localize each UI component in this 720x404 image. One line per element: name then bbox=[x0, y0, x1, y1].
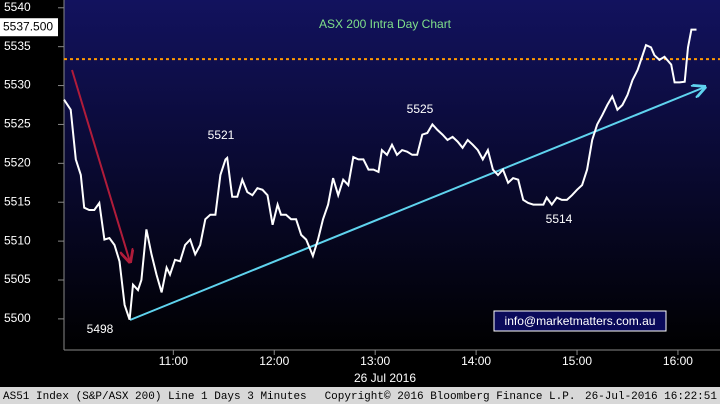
annotation: 5498 bbox=[87, 322, 114, 336]
watermark: info@marketmatters.com.au bbox=[505, 314, 656, 328]
y-tick-label: 5540 bbox=[4, 0, 31, 14]
watermark-box bbox=[493, 310, 667, 332]
arrow bbox=[71, 69, 130, 262]
chart-title: ASX 200 Intra Day Chart bbox=[319, 17, 452, 31]
y-tick-label: 5530 bbox=[4, 78, 31, 92]
footer-bar bbox=[0, 387, 720, 404]
x-tick-label: 15:00 bbox=[562, 354, 592, 368]
trend-arrow bbox=[129, 87, 705, 321]
annotation: 5521 bbox=[208, 128, 235, 142]
y-tick-label: 5515 bbox=[4, 194, 31, 208]
x-tick-label: 13:00 bbox=[360, 354, 390, 368]
y-tick-label: 5525 bbox=[4, 117, 31, 131]
x-tick-label: 12:00 bbox=[259, 354, 289, 368]
y-tick-label: 5500 bbox=[4, 311, 31, 325]
y-tick-label: 5510 bbox=[4, 233, 31, 247]
y-tick-label: 5505 bbox=[4, 272, 31, 286]
x-tick-label: 14:00 bbox=[461, 354, 491, 368]
annotation: 5525 bbox=[407, 102, 434, 116]
x-tick-label: 11:00 bbox=[159, 354, 188, 368]
x-tick-label: 16:00 bbox=[663, 354, 693, 368]
footer-text: 26-Jul-2016 16:22:51 bbox=[585, 391, 717, 403]
last-price-box bbox=[0, 18, 58, 37]
annotation: 5514 bbox=[546, 212, 573, 226]
x-axis-label: 26 Jul 2016 bbox=[354, 371, 416, 385]
price-line bbox=[63, 28, 697, 321]
footer-text: AS51 Index (S&P/ASX 200) Line 1 Days 3 M… bbox=[3, 391, 307, 403]
footer-text: Copyright© 2016 Bloomberg Finance L.P. bbox=[325, 391, 576, 403]
y-tick-label: 5535 bbox=[4, 39, 31, 53]
y-tick-label: 5520 bbox=[4, 156, 31, 170]
plot-area bbox=[64, 0, 720, 350]
last-price-label: 5537.500 bbox=[3, 19, 53, 33]
